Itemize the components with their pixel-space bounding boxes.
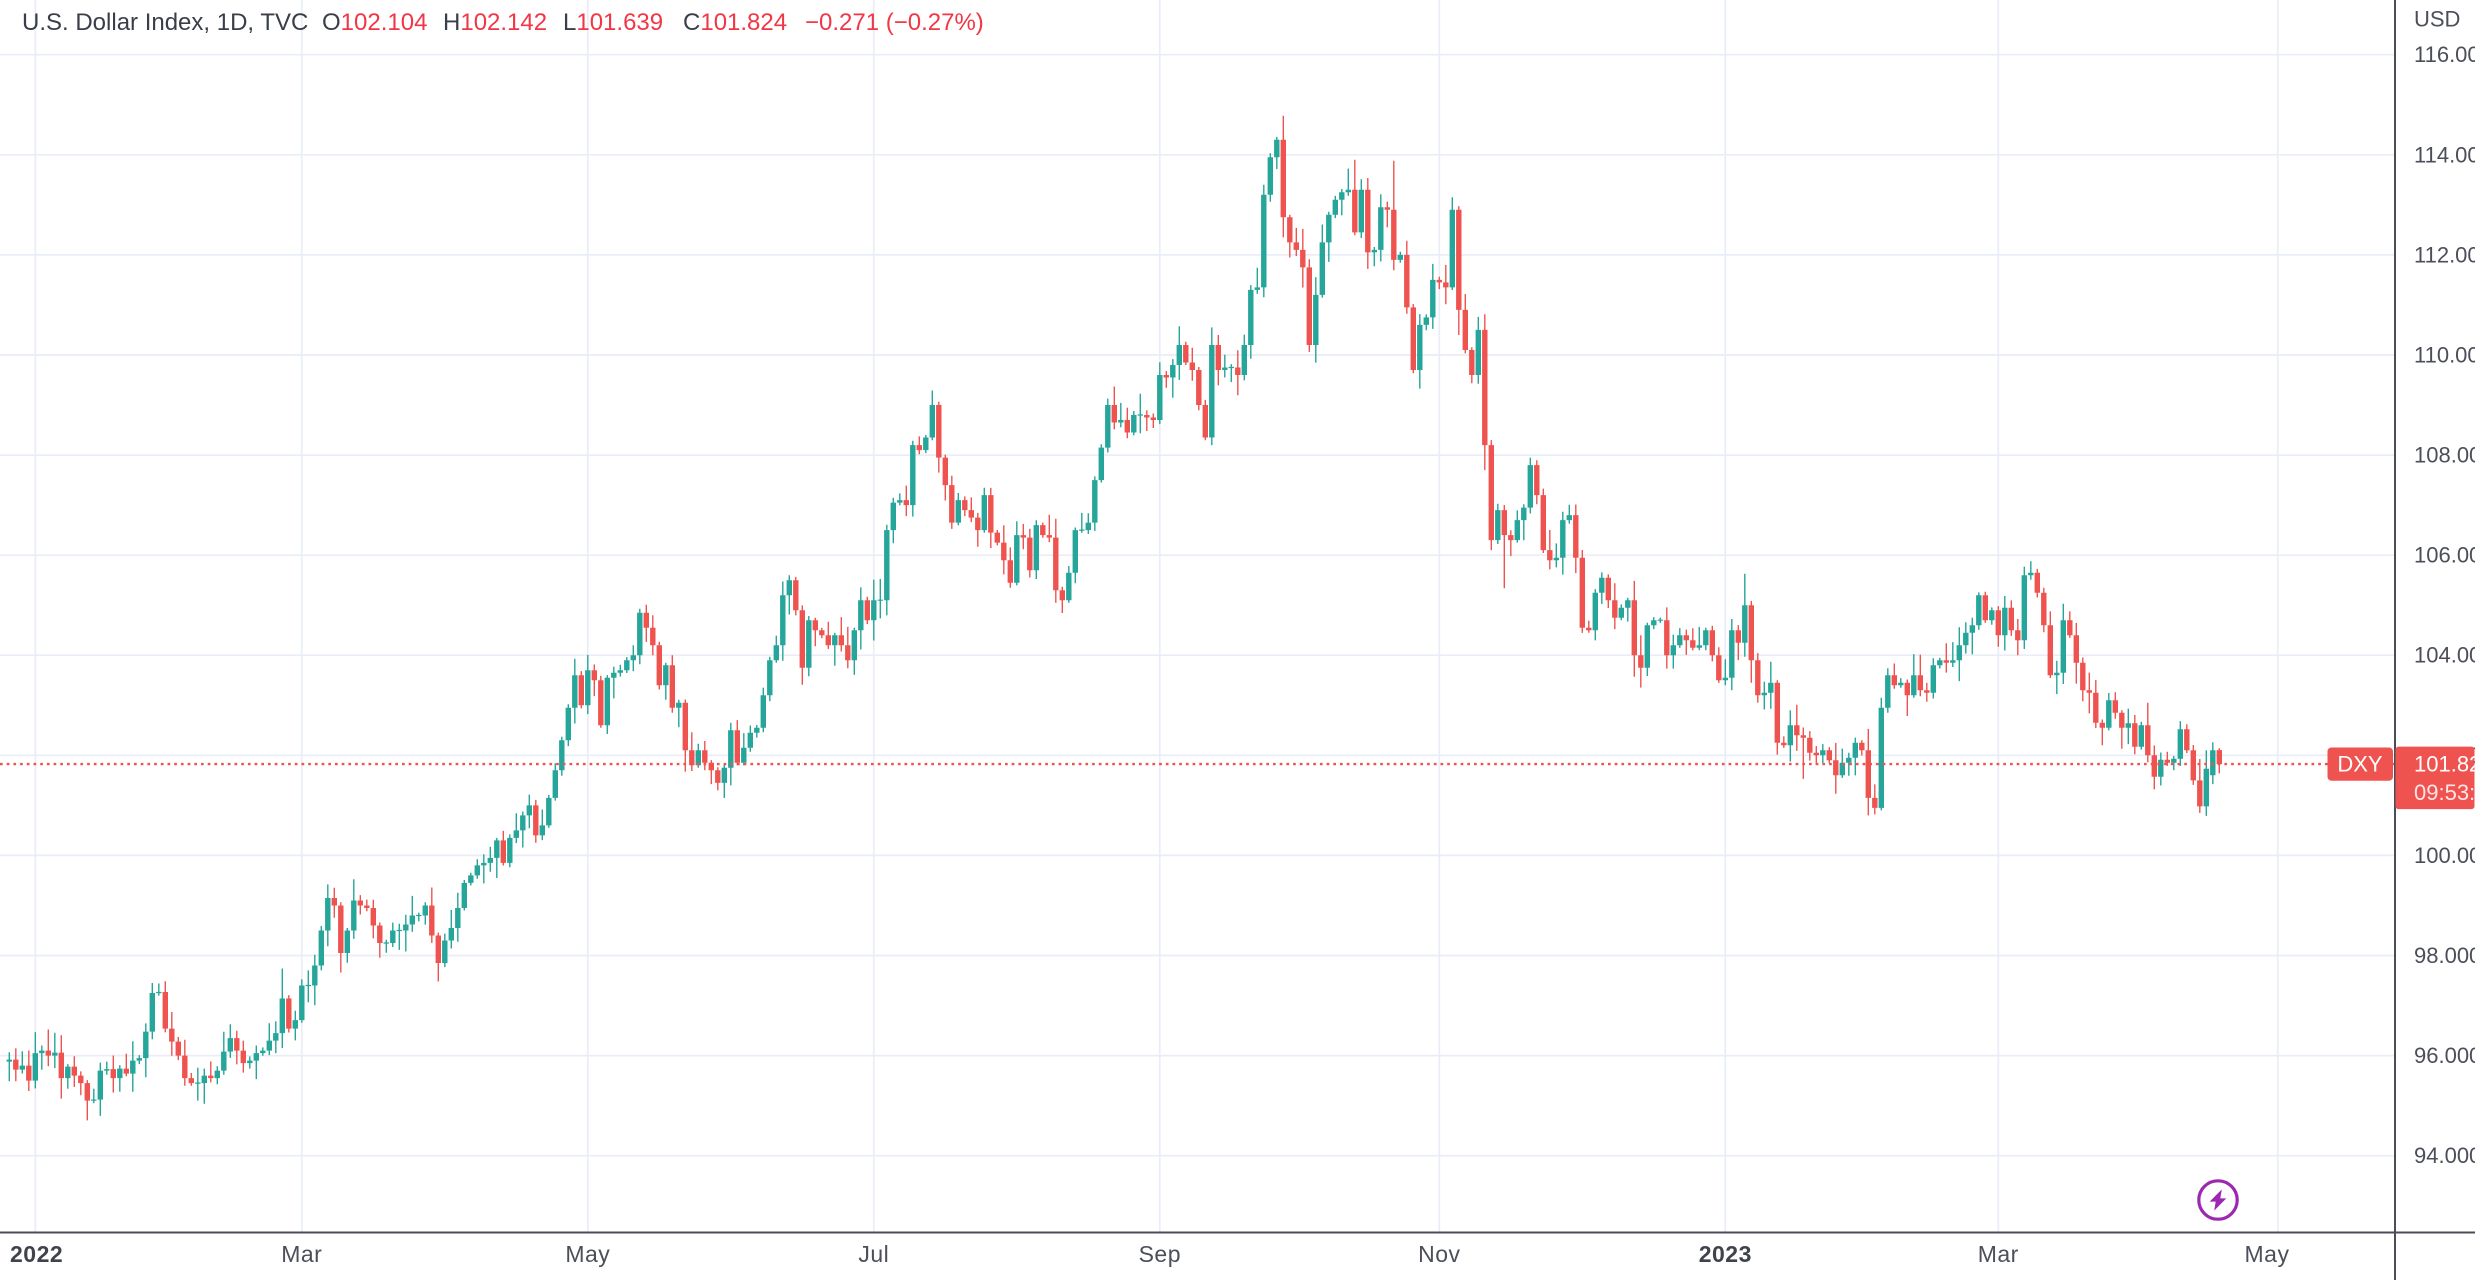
svg-text:Sep: Sep (1139, 1241, 1181, 1267)
svg-text:09:53:28: 09:53:28 (2414, 780, 2475, 805)
svg-text:94.000: 94.000 (2414, 1143, 2475, 1168)
svg-text:Mar: Mar (281, 1241, 322, 1267)
svg-text:Mar: Mar (1978, 1241, 2019, 1267)
svg-text:116.000: 116.000 (2414, 42, 2475, 67)
svg-text:106.000: 106.000 (2414, 543, 2475, 568)
svg-text:100.000: 100.000 (2414, 843, 2475, 868)
svg-text:May: May (565, 1241, 610, 1267)
svg-text:2022: 2022 (10, 1241, 63, 1267)
svg-text:110.000: 110.000 (2414, 343, 2475, 368)
svg-text:96.000: 96.000 (2414, 1043, 2475, 1068)
svg-text:Nov: Nov (1418, 1241, 1460, 1267)
svg-text:101.824: 101.824 (2414, 751, 2475, 776)
svg-text:104.000: 104.000 (2414, 643, 2475, 668)
svg-text:98.000: 98.000 (2414, 943, 2475, 968)
svg-text:USD: USD (2414, 7, 2460, 32)
svg-text:114.000: 114.000 (2414, 142, 2475, 167)
svg-text:108.000: 108.000 (2414, 443, 2475, 468)
svg-text:May: May (2245, 1241, 2290, 1267)
svg-text:DXY: DXY (2337, 752, 2383, 777)
svg-text:Jul: Jul (858, 1241, 889, 1267)
svg-text:2023: 2023 (1699, 1241, 1752, 1267)
svg-text:112.000: 112.000 (2414, 242, 2475, 267)
